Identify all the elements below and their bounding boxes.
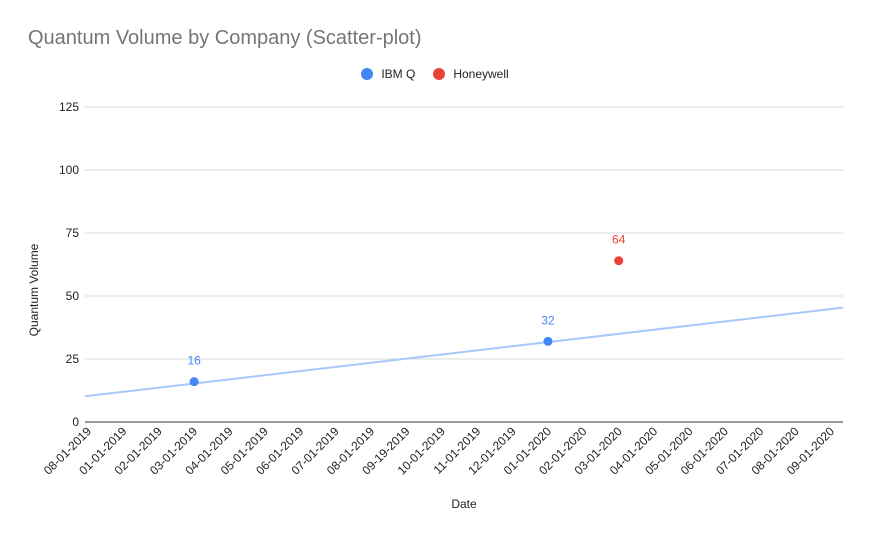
data-point-honeywell: [614, 256, 624, 266]
data-label-ibm-q: 32: [541, 313, 555, 327]
legend-marker-honeywell: [433, 68, 446, 80]
y-tick-label: 25: [66, 352, 80, 366]
chart-title: Quantum Volume by Company (Scatter-plot): [28, 27, 422, 49]
y-tick-label: 75: [66, 226, 80, 240]
data-label-ibm-q: 16: [187, 354, 201, 368]
y-tick-label: 0: [72, 415, 79, 429]
data-point-ibm-q: [189, 377, 199, 387]
y-tick-label: 50: [66, 289, 80, 303]
legend: IBM Q Honeywell: [0, 67, 870, 81]
legend-label-ibm-q: IBM Q: [381, 67, 416, 81]
legend-label-honeywell: Honeywell: [453, 67, 509, 81]
x-axis-title: Date: [451, 497, 477, 511]
y-tick-label: 125: [59, 100, 79, 114]
trendline-ibm-q: [84, 306, 844, 398]
data-point-ibm-q: [543, 336, 553, 346]
y-axis-title: Quantum Volume: [27, 243, 41, 336]
legend-item-ibm-q[interactable]: IBM Q: [361, 67, 415, 81]
y-tick-label: 100: [59, 163, 79, 177]
legend-marker-ibm-q: [361, 68, 374, 80]
data-label-honeywell: 64: [612, 233, 626, 247]
legend-item-honeywell[interactable]: Honeywell: [433, 67, 509, 81]
